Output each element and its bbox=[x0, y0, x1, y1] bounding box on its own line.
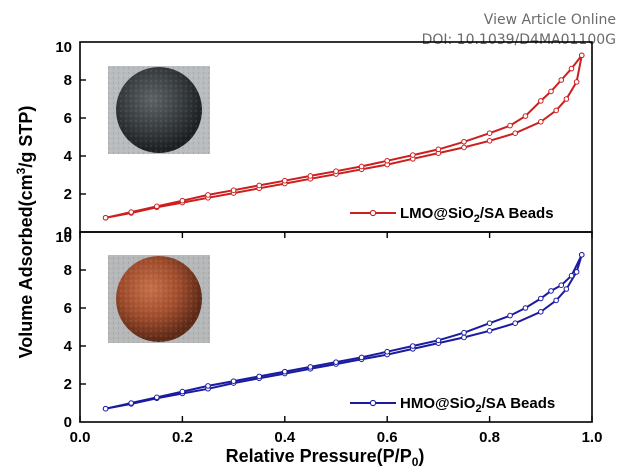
isotherm-desorption-point bbox=[256, 182, 263, 189]
y-tick-label: 2 bbox=[64, 186, 72, 203]
isotherm-desorption-point bbox=[230, 187, 237, 193]
isotherm-desorption-point bbox=[507, 312, 513, 319]
isotherm-desorption-point bbox=[461, 138, 467, 145]
y-tick-label: 8 bbox=[64, 72, 72, 89]
bottom-panel-frame bbox=[79, 231, 593, 423]
isotherm-desorption-point bbox=[358, 354, 365, 361]
x-tick-label: 1.0 bbox=[582, 429, 603, 446]
isotherm-adsorption-point bbox=[553, 297, 559, 304]
legend-label: HMO@SiO2/SA Beads bbox=[400, 395, 555, 415]
isotherm-adsorption-point bbox=[512, 320, 519, 327]
isotherm-desorption-point bbox=[358, 163, 365, 170]
isotherm-adsorption-point bbox=[563, 96, 570, 102]
x-tick-label: 0.0 bbox=[70, 429, 91, 446]
y-tick-label: 10 bbox=[55, 229, 72, 246]
watermark-view-article[interactable]: View Article Online bbox=[483, 12, 616, 28]
y-tick-label: 6 bbox=[64, 300, 72, 317]
isotherm-desorption-point bbox=[179, 197, 186, 204]
isotherm-desorption-point bbox=[384, 157, 391, 164]
isotherm-desorption-point bbox=[333, 359, 339, 365]
y-tick-label: 8 bbox=[64, 262, 72, 279]
isotherm-desorption-point bbox=[522, 113, 529, 119]
isotherm-adsorption-point bbox=[563, 286, 570, 292]
y-tick-label: 0 bbox=[64, 224, 72, 241]
bottom-inset-photo bbox=[108, 255, 210, 343]
isotherm-desorption-point bbox=[179, 388, 186, 395]
isotherm-desorption-point bbox=[548, 88, 554, 95]
isotherm-adsorption-point bbox=[553, 107, 559, 114]
x-axis-label: Relative Pressure(P/P0) bbox=[226, 446, 425, 466]
top-inset-photo bbox=[108, 66, 210, 154]
y-tick-label: 4 bbox=[64, 148, 73, 165]
isotherm-desorption-point bbox=[230, 378, 237, 384]
x-tick-label: 0.8 bbox=[479, 429, 500, 446]
isotherm-desorption-point bbox=[461, 329, 467, 336]
isotherm-desorption-point bbox=[568, 272, 575, 279]
x-tick-label: 0.2 bbox=[172, 429, 193, 446]
isotherm-desorption-point bbox=[384, 348, 391, 355]
isotherm-desorption-point bbox=[410, 152, 416, 158]
isotherm-adsorption-line bbox=[105, 55, 583, 219]
x-tick-label: 0.6 bbox=[377, 429, 398, 446]
isotherm-desorption-point bbox=[102, 214, 109, 221]
x-tick-label: 0.4 bbox=[274, 429, 296, 446]
y-tick-label: 2 bbox=[64, 376, 72, 393]
isotherm-desorption-point bbox=[205, 192, 211, 198]
isotherm-desorption-point bbox=[548, 288, 554, 294]
isotherm-desorption-point bbox=[558, 77, 565, 83]
isotherm-desorption-point bbox=[128, 209, 134, 215]
isotherm-desorption-point bbox=[128, 400, 134, 406]
isotherm-desorption-point bbox=[102, 405, 109, 412]
legend-marker-sample bbox=[369, 209, 377, 217]
y-tick-label: 4 bbox=[64, 338, 73, 355]
isotherm-desorption-point bbox=[256, 373, 263, 380]
isotherm-desorption-point bbox=[307, 173, 314, 179]
isotherm-desorption-point bbox=[282, 368, 288, 375]
isotherm-desorption-point bbox=[522, 305, 529, 311]
isotherm-desorption-point bbox=[154, 203, 160, 210]
isotherm-desorption-point bbox=[435, 337, 442, 344]
isotherm-desorption-point bbox=[333, 168, 339, 174]
isotherm-desorption-point bbox=[538, 98, 544, 104]
isotherm-desorption-point bbox=[435, 146, 442, 153]
isotherm-desorption-point bbox=[558, 282, 565, 289]
isotherm-adsorption-line bbox=[105, 254, 583, 410]
isotherm-desorption-point bbox=[205, 383, 211, 389]
isotherm-desorption-point bbox=[486, 320, 493, 327]
isotherm-adsorption-point bbox=[461, 334, 467, 341]
isotherm-desorption-point bbox=[568, 65, 575, 72]
isotherm-adsorption-point bbox=[486, 138, 493, 144]
isotherm-desorption-point bbox=[410, 343, 416, 349]
isotherm-desorption-point bbox=[486, 130, 493, 136]
watermark-doi[interactable]: DOI: 10.1039/D4MA01100G bbox=[421, 32, 616, 48]
isotherm-adsorption-point bbox=[486, 328, 493, 334]
legend-marker-sample bbox=[369, 399, 377, 407]
isotherm-desorption-point bbox=[307, 364, 314, 370]
legend-label: LMO@SiO2/SA Beads bbox=[400, 205, 554, 225]
isotherm-adsorption-point bbox=[573, 79, 580, 85]
isotherm-adsorption-point bbox=[512, 130, 519, 136]
isotherm-desorption-point bbox=[538, 295, 544, 302]
isotherm-desorption-point bbox=[578, 252, 585, 258]
isotherm-desorption-point bbox=[578, 52, 585, 59]
isotherm-adsorption-point bbox=[538, 119, 544, 125]
y-axis-label: Volume Adsorbed(cm3/g STP) bbox=[14, 106, 36, 359]
chart-marks: 0.0 0.2 0.4 0.6 0.8 1.0 0 2 4 6 8 10 LMO@SiO2/SA Bea… bbox=[55, 39, 602, 446]
isotherm-adsorption-point bbox=[538, 309, 544, 315]
isotherm-desorption-point bbox=[507, 122, 513, 129]
isotherm-desorption-point bbox=[282, 177, 288, 184]
isotherm-desorption-point bbox=[154, 394, 160, 401]
y-tick-label: 6 bbox=[64, 110, 72, 127]
y-tick-label: 10 bbox=[55, 39, 72, 56]
y-tick-label: 0 bbox=[64, 414, 72, 431]
isotherm-adsorption-point bbox=[461, 144, 467, 151]
